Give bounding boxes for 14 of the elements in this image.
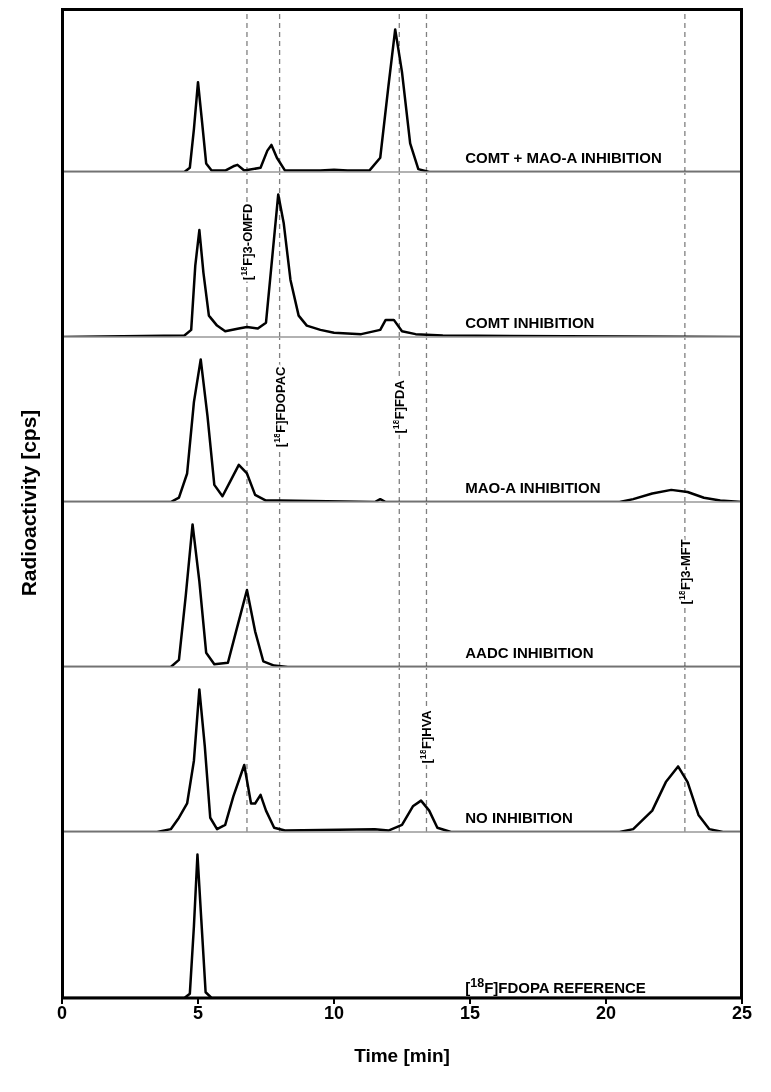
annotation: COMT + MAO-A INHIBITION (465, 149, 662, 167)
x-tick-label: 15 (459, 1002, 481, 1023)
y-axis-title: Radioactivity [cps] (17, 409, 40, 597)
x-axis-title: Time [min] (354, 1045, 450, 1066)
x-tick-label: 0 (56, 1002, 68, 1023)
x-tick-label: 10 (323, 1002, 345, 1023)
annotation: AADC INHIBITION (465, 644, 594, 662)
x-tick-label: 20 (595, 1002, 617, 1023)
annotation: NO INHIBITION (465, 809, 573, 827)
x-tick-label: 25 (731, 1002, 753, 1023)
x-tick-label: 5 (192, 1002, 204, 1023)
annotation: COMT INHIBITION (465, 314, 595, 332)
annotation: [$^{18}$F]FDOPA REFERENCE (465, 975, 646, 997)
annotation: MAO-A INHIBITION (465, 479, 601, 497)
